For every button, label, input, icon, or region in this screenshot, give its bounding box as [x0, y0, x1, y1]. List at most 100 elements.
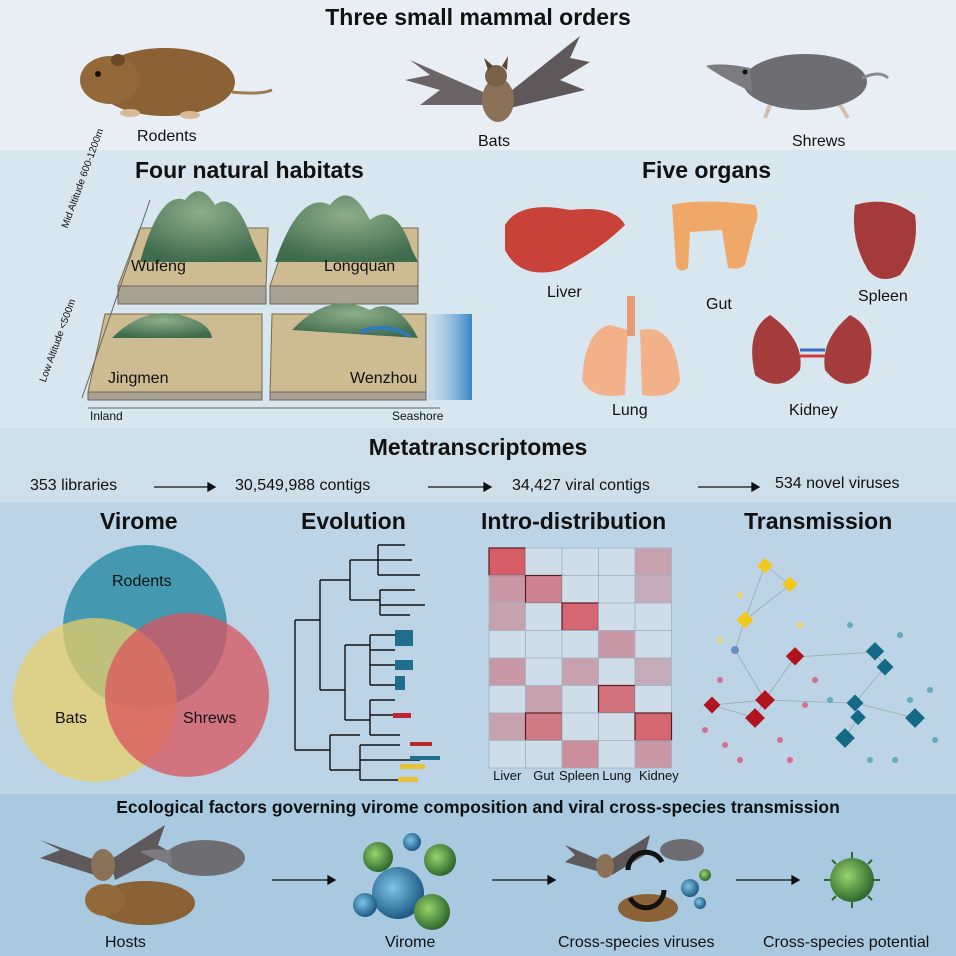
- habitat-jingmen: Jingmen: [108, 370, 169, 387]
- step-cross-species-viruses: Cross-species viruses: [558, 934, 715, 951]
- step-virome: Virome: [385, 934, 436, 951]
- step-cross-species-potential: Cross-species potential: [763, 934, 930, 951]
- heatmap-cell: [561, 657, 599, 686]
- heatmap-cell: [561, 630, 599, 659]
- organ-lung: Lung: [612, 402, 648, 419]
- heatmap-cell: [488, 712, 526, 741]
- virome-illustration: [353, 833, 456, 930]
- organ-gut: Gut: [706, 296, 732, 313]
- seashore-label: Seashore: [392, 409, 444, 423]
- heatmap-cell: [561, 740, 599, 769]
- heatmap-col-gut: Gut: [533, 768, 555, 783]
- venn-diagram: [13, 545, 269, 782]
- virome-title: Virome: [100, 508, 178, 534]
- heatmap-cell: [598, 630, 636, 659]
- mammals-title: Three small mammal orders: [325, 4, 631, 30]
- heatmap-cell: [488, 657, 526, 686]
- bat-illustration: [405, 36, 590, 122]
- phylogenetic-tree: [294, 544, 425, 781]
- heatmap-col-lung: Lung: [602, 768, 632, 783]
- heatmap-cell: [598, 740, 636, 769]
- heatmap-cell: [488, 740, 526, 769]
- heatmap-cell: [524, 712, 563, 742]
- flow-viral-contigs: 34,427 viral contigs: [512, 477, 650, 494]
- venn-rodents: Rodents: [112, 573, 172, 590]
- heatmap-col-kidney: Kidney: [639, 768, 679, 783]
- distribution-heatmap: [488, 547, 673, 769]
- inland-label: Inland: [90, 409, 123, 423]
- heatmap-cell: [488, 630, 526, 659]
- heatmap-cell: [598, 657, 636, 686]
- habitat-longquan: Longquan: [324, 258, 396, 275]
- heatmap-col-spleen: Spleen: [559, 768, 600, 783]
- tree-highlights: [393, 630, 440, 782]
- heatmap-cell: [488, 547, 527, 577]
- hosts-illustration: [40, 825, 245, 925]
- heatmap-cell: [525, 602, 563, 631]
- heatmap-cell: [561, 685, 599, 714]
- heatmap-cell: [598, 602, 636, 631]
- flow-contigs: 30,549,988 contigs: [235, 477, 371, 494]
- heatmap-cell: [598, 547, 636, 576]
- organ-spleen: Spleen: [858, 288, 908, 305]
- arrow-1: [272, 874, 337, 886]
- heatmap-cell: [525, 547, 563, 576]
- step-hosts: Hosts: [105, 934, 146, 951]
- heatmap-cell: [488, 575, 526, 604]
- heatmap-cell: [634, 712, 673, 742]
- heatmap-cell: [488, 685, 526, 714]
- heatmap-cell: [561, 547, 599, 576]
- transmission-title: Transmission: [744, 508, 893, 534]
- habitat-wenzhou: Wenzhou: [350, 370, 418, 387]
- heatmap-cell: [561, 712, 599, 741]
- venn-bats: Bats: [55, 710, 88, 727]
- heatmap-cell: [634, 602, 672, 631]
- heatmap-cell: [598, 575, 636, 604]
- transmission-network: [702, 557, 938, 763]
- metatranscriptome-arrows: [154, 481, 761, 493]
- cross-species-illustration: [565, 835, 711, 922]
- arrow-2: [492, 874, 557, 886]
- heatmap-cell: [634, 740, 672, 769]
- heatmap-cell: [634, 657, 672, 686]
- heatmap-cell: [525, 740, 563, 769]
- venn-shrews: Shrews: [183, 710, 237, 727]
- heatmap-cell: [561, 602, 600, 632]
- heatmap-cell: [525, 657, 563, 686]
- heatmap-cell: [524, 574, 563, 604]
- arrow-3: [736, 874, 801, 886]
- heatmap-cell: [561, 575, 599, 604]
- rodent-illustration: [80, 48, 273, 119]
- ecological-title: Ecological factors governing virome comp…: [116, 797, 840, 817]
- heatmap-cell: [634, 547, 672, 576]
- heatmap-cell: [525, 630, 563, 659]
- evolution-title: Evolution: [301, 508, 406, 534]
- shrew-illustration: [706, 54, 890, 120]
- flow-libraries: 353 libraries: [30, 477, 118, 494]
- heatmap-cell: [488, 602, 526, 631]
- habitat-map: [81, 191, 472, 409]
- heatmap-cell: [634, 575, 672, 604]
- label-shrews: Shrews: [792, 133, 846, 150]
- organ-liver: Liver: [547, 284, 582, 301]
- metatranscriptomes-section: [0, 428, 956, 502]
- flow-novel-viruses: 534 novel viruses: [775, 475, 900, 492]
- heatmap-cell: [634, 630, 672, 659]
- heatmap-cell: [634, 685, 672, 714]
- heatmap-col-liver: Liver: [493, 768, 522, 783]
- label-rodents: Rodents: [137, 128, 197, 145]
- metatranscriptomes-title: Metatranscriptomes: [368, 434, 588, 460]
- virus-illustration: [824, 852, 880, 908]
- label-bats: Bats: [478, 133, 511, 150]
- organs-title: Five organs: [642, 157, 772, 183]
- heatmap-cell: [525, 685, 563, 714]
- habitats-title: Four natural habitats: [135, 157, 364, 183]
- distribution-title: Intro-distribution: [481, 508, 667, 534]
- habitat-wufeng: Wufeng: [131, 258, 186, 275]
- ecological-factors-section: [0, 794, 956, 956]
- heatmap-cell: [597, 684, 636, 714]
- organ-kidney: Kidney: [789, 402, 838, 419]
- organs-illustration: [505, 201, 916, 396]
- heatmap-cell: [598, 712, 636, 741]
